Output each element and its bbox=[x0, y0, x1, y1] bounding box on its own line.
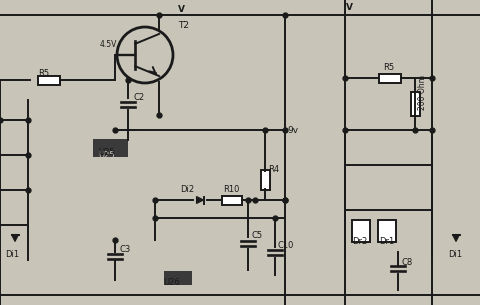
Text: T2: T2 bbox=[178, 21, 189, 30]
Text: Di1: Di1 bbox=[5, 250, 19, 259]
Text: C2: C2 bbox=[134, 93, 145, 102]
Text: V: V bbox=[178, 5, 185, 14]
Text: V: V bbox=[346, 3, 353, 12]
Polygon shape bbox=[196, 196, 204, 203]
Bar bbox=[93, 139, 128, 157]
Bar bbox=[222, 196, 242, 204]
Text: U25: U25 bbox=[98, 148, 115, 157]
Text: U25: U25 bbox=[98, 151, 115, 160]
Text: U26: U26 bbox=[163, 278, 180, 287]
Bar bbox=[164, 271, 192, 285]
Bar bbox=[410, 92, 420, 116]
Bar bbox=[352, 220, 370, 242]
Text: Dr2: Dr2 bbox=[352, 237, 367, 246]
Bar bbox=[379, 74, 401, 82]
Text: C10: C10 bbox=[278, 241, 294, 250]
Text: R4: R4 bbox=[268, 165, 279, 174]
Text: R10: R10 bbox=[223, 185, 240, 194]
Text: Di1: Di1 bbox=[448, 250, 462, 259]
Text: 9v: 9v bbox=[287, 126, 298, 135]
Text: 200 Ohm: 200 Ohm bbox=[418, 75, 427, 110]
Bar bbox=[38, 76, 60, 84]
Text: R5: R5 bbox=[383, 63, 394, 72]
Bar bbox=[261, 170, 269, 190]
Text: C5: C5 bbox=[252, 231, 263, 240]
Text: C8: C8 bbox=[402, 258, 413, 267]
Bar bbox=[378, 220, 396, 242]
Polygon shape bbox=[453, 235, 459, 242]
Text: Dr1: Dr1 bbox=[379, 237, 394, 246]
Text: C3: C3 bbox=[120, 245, 131, 254]
Text: Di2: Di2 bbox=[180, 185, 194, 194]
Polygon shape bbox=[12, 235, 19, 242]
Text: R5: R5 bbox=[38, 69, 49, 78]
Text: 4.5V: 4.5V bbox=[100, 40, 118, 49]
